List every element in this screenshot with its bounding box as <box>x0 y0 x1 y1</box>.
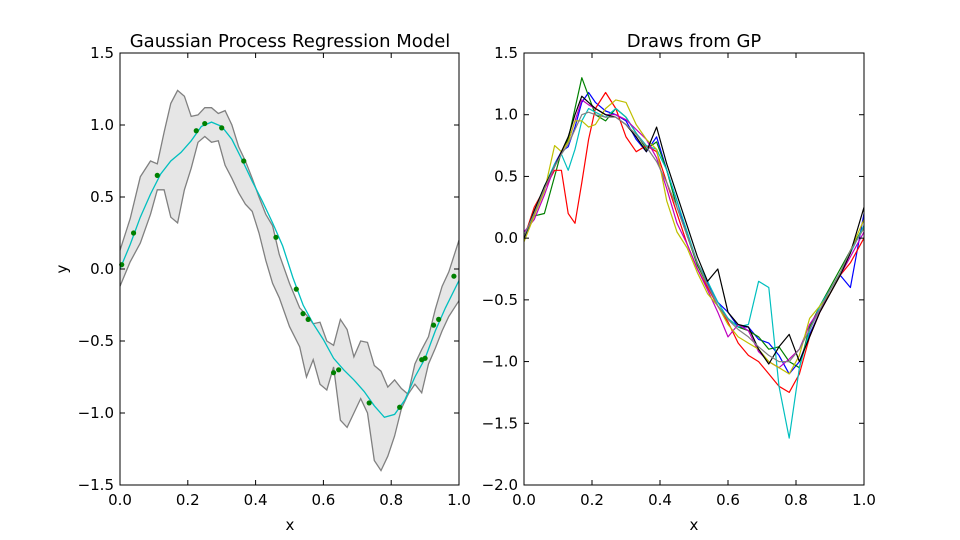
x-tick-label: 0.0 <box>512 491 536 509</box>
chart-title: Draws from GP <box>627 31 762 52</box>
data-point <box>154 172 160 178</box>
y-tick-label: −0.5 <box>78 332 114 350</box>
y-tick-label: 1.5 <box>494 44 518 62</box>
data-point <box>430 322 437 328</box>
x-tick-label: 0.2 <box>580 491 604 509</box>
axes-frame <box>523 52 865 486</box>
y-tick-labels: −1.5 −1.0 −0.5 0.0 0.5 1.0 1.5 <box>78 44 114 494</box>
y-tick-label: −1.5 <box>482 414 518 432</box>
y-tick-label: 1.0 <box>90 116 114 134</box>
x-axis-label: x <box>690 516 699 534</box>
upper-bound-line <box>119 89 460 396</box>
x-tick-label: 0.6 <box>716 491 740 509</box>
y-tick-label: −0.5 <box>482 291 518 309</box>
x-tick-label: 0.0 <box>108 491 132 509</box>
confidence-band <box>120 90 459 471</box>
data-point <box>451 273 457 279</box>
x-tick-labels: 0.0 0.2 0.4 0.6 0.8 1.0 <box>512 491 876 509</box>
data-point <box>193 128 199 134</box>
y-tick-label: 0.5 <box>90 188 114 206</box>
y-tick-label: 0.0 <box>494 229 518 247</box>
data-point <box>219 125 225 131</box>
y-tick-label: −1.0 <box>482 353 518 371</box>
y-tick-label: 1.0 <box>494 106 518 124</box>
y-axis-label: y <box>53 264 71 273</box>
plot-area <box>523 52 865 486</box>
data-point <box>330 370 337 376</box>
data-point <box>273 234 279 240</box>
x-tick-label: 0.6 <box>311 491 335 509</box>
data-point <box>305 316 311 322</box>
data-point <box>422 355 428 361</box>
data-point <box>241 158 247 164</box>
x-tick-label: 0.8 <box>379 491 403 509</box>
gp-draws-panel: Draws from GP x 0.0 0.2 0.4 0.6 0.8 1.0 −2.0−… <box>482 31 876 534</box>
x-tick-label: 0.4 <box>648 491 672 509</box>
x-tick-labels: 0.0 0.2 0.4 0.6 0.8 1.0 <box>108 491 471 509</box>
data-point <box>366 400 372 406</box>
data-point <box>300 311 306 317</box>
gp-draw-line <box>523 107 865 439</box>
lower-bound-line <box>119 135 460 472</box>
y-tick-label: 0.0 <box>90 260 114 278</box>
gp-draw-line <box>523 91 865 393</box>
data-point <box>293 286 299 292</box>
data-point <box>130 230 137 236</box>
y-tick-label: −1.0 <box>78 404 114 422</box>
data-point <box>397 404 403 410</box>
gp-draw-line <box>523 111 865 363</box>
x-tick-label: 1.0 <box>447 491 471 509</box>
data-point <box>436 316 442 322</box>
data-point <box>336 367 342 373</box>
y-tick-label: −2.0 <box>482 476 518 494</box>
gp-draw-line <box>523 99 865 375</box>
x-tick-label: 0.2 <box>176 491 200 509</box>
chart-title: Gaussian Process Regression Model <box>130 31 451 52</box>
y-tick-labels: −2.0 −1.5 −1.0 −0.5 0.0 0.5 1.0 1.5 <box>482 44 518 494</box>
y-tick-label: 1.5 <box>90 44 114 62</box>
x-tick-label: 0.8 <box>784 491 808 509</box>
x-axis-label: x <box>286 516 295 534</box>
y-tick-label: −1.5 <box>78 476 114 494</box>
x-tick-label: 0.4 <box>244 491 268 509</box>
gp-draw-line <box>523 95 865 365</box>
x-tick-label: 1.0 <box>852 491 876 509</box>
y-tick-label: 0.5 <box>494 167 518 185</box>
data-point <box>202 120 208 127</box>
plot-area <box>119 52 460 486</box>
gp-regression-panel: Gaussian Process Regression Model x y 0.… <box>53 31 471 534</box>
